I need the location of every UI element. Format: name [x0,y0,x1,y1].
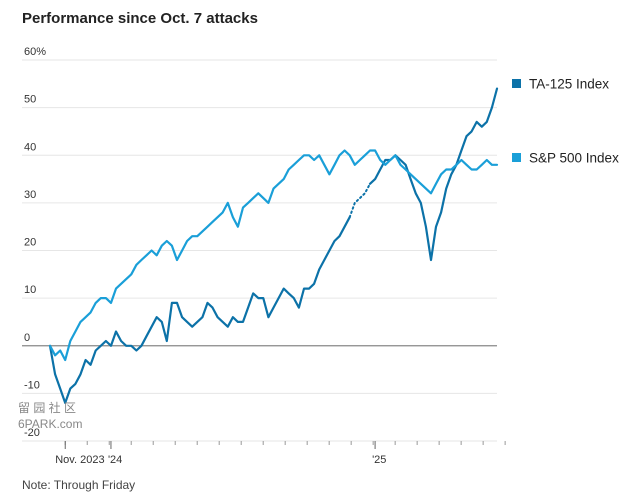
series-line-ta125 [348,182,371,219]
x-tick-label: Nov. 2023 [55,454,104,466]
legend-label-sp500: S&P 500 Index [529,151,619,166]
legend-label-ta125: TA-125 Index [529,77,609,92]
y-tick-label: 60% [24,46,46,58]
chart-note: Note: Through Friday [22,478,136,492]
x-axis-ticks: Nov. 2023 '24 '25 [55,441,506,466]
legend-swatch-ta125 [512,79,521,88]
gridlines [22,59,497,442]
y-tick-label: 50 [24,94,36,106]
legend-swatch-sp500 [512,153,521,162]
y-tick-label: 0 [24,332,30,344]
series-lines [48,87,499,404]
y-tick-label: 30 [24,189,36,201]
y-tick-label: -10 [24,379,40,391]
y-tick-label: 40 [24,141,36,153]
watermark-line2: 6PARK.com [18,417,82,431]
series-line-ta125 [48,216,351,404]
y-tick-label: -20 [24,427,40,439]
series-line-ta125 [368,87,499,262]
y-tick-label: 10 [24,284,36,296]
legend: TA-125 Index S&P 500 Index [512,77,619,166]
watermark-line1: 留 园 社 区 [18,400,76,415]
y-tick-label: 20 [24,237,36,249]
y-axis-ticks: -20 -10 0 10 20 30 40 50 60% [24,46,46,439]
x-tick-label: '25 [372,454,386,466]
x-tick-label: '24 [108,454,122,466]
series-line-sp500 [48,149,499,362]
chart-title: Performance since Oct. 7 attacks [22,10,258,27]
